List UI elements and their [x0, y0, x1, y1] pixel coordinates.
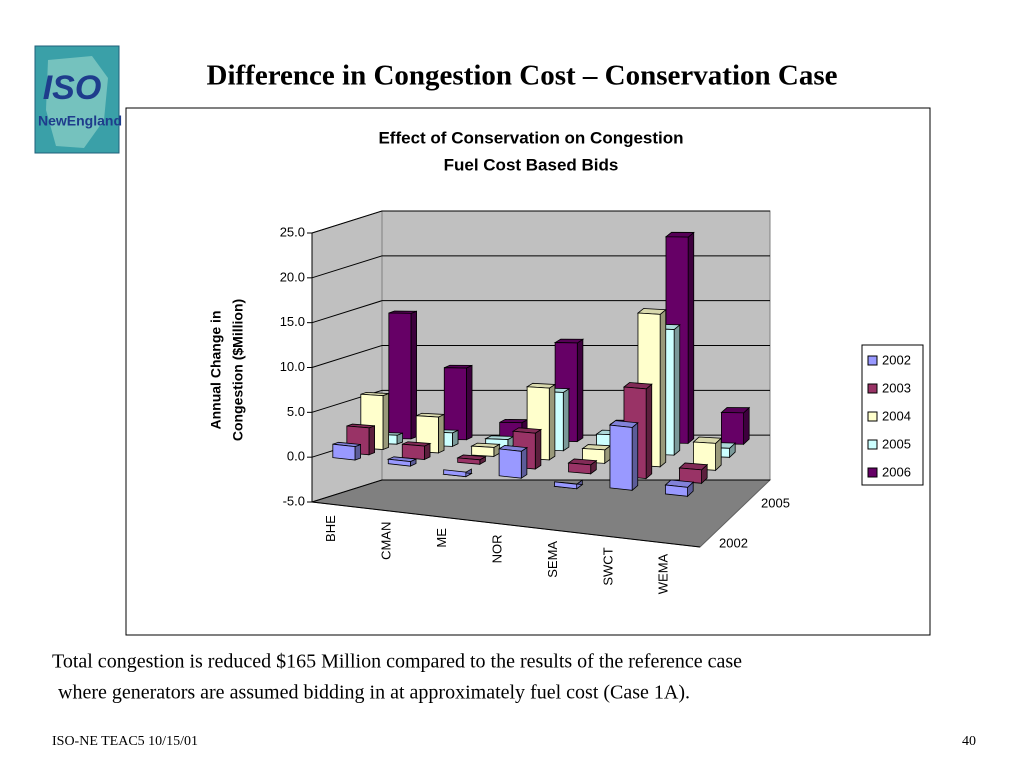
bar — [679, 467, 702, 484]
chart: Effect of Conservation on Congestion Fuel… — [208, 128, 924, 594]
page-number: 40 — [962, 734, 976, 749]
bar-side — [562, 388, 570, 452]
x-axis — [311, 501, 701, 548]
bar — [554, 481, 578, 490]
y-axis-label: Annual Change in — [208, 311, 224, 430]
bar — [665, 484, 688, 497]
grid-line — [311, 300, 770, 324]
y-tick-label: 5.0 — [287, 404, 305, 419]
footer-left: ISO-NE TEAC5 10/15/01 — [52, 734, 198, 749]
bar — [443, 367, 467, 441]
bar-side — [673, 324, 681, 456]
legend-label: 2004 — [882, 408, 911, 423]
logo-subtext: NewEngland — [38, 113, 122, 129]
legend-swatch — [867, 411, 878, 422]
legend-label: 2003 — [882, 380, 911, 395]
bar-side — [576, 338, 584, 443]
bar-side — [354, 443, 362, 461]
y-tick-label: 10.0 — [280, 359, 305, 374]
bar — [471, 445, 495, 457]
bar — [401, 443, 425, 460]
y-tick-label: 20.0 — [280, 269, 305, 284]
grid-line — [311, 210, 770, 234]
logo: ISO NewEngland — [34, 45, 122, 154]
legend-label: 2006 — [882, 464, 911, 479]
bar-side — [534, 428, 542, 470]
bar-top — [720, 407, 751, 414]
bar — [457, 457, 481, 465]
chart-title: Effect of Conservation on Congestion — [378, 128, 683, 147]
bar — [609, 424, 633, 491]
y-tick-label: 25.0 — [280, 224, 305, 239]
legend-swatch — [867, 439, 878, 450]
bar — [498, 448, 522, 479]
bar-side — [520, 446, 528, 479]
y-tick-label: 0.0 — [287, 449, 305, 464]
bar-side — [410, 310, 418, 440]
bar-side — [438, 413, 445, 454]
bar-side — [368, 425, 376, 456]
x-tick-label: SWCT — [600, 547, 615, 585]
bar — [387, 458, 411, 467]
bar — [443, 469, 467, 478]
bar-side — [631, 421, 639, 492]
legend-label: 2002 — [882, 352, 911, 367]
legend-swatch — [867, 467, 878, 478]
bar-side — [659, 308, 667, 468]
bar-side — [382, 392, 390, 451]
legend-swatch — [867, 383, 878, 394]
y-tick-label: 15.0 — [280, 314, 305, 329]
x-tick-label: SEMA — [545, 541, 560, 578]
bar-side — [645, 383, 653, 480]
grid-line — [311, 479, 770, 503]
bar-side — [743, 406, 750, 446]
bar-top — [664, 231, 695, 238]
legend-swatch — [867, 355, 878, 366]
legend-label: 2005 — [882, 436, 911, 451]
bar — [388, 312, 412, 440]
bar — [568, 462, 592, 475]
bar — [693, 441, 716, 471]
caption-line: Total congestion is reduced $165 Million… — [52, 651, 742, 673]
x-tick-label: ME — [434, 528, 449, 548]
y-axis-label: Congestion ($Million) — [230, 299, 246, 441]
grid-line — [311, 255, 770, 279]
bar-side — [687, 231, 695, 445]
x-tick-label: CMAN — [379, 522, 394, 560]
bar-side — [548, 383, 556, 461]
bar — [721, 412, 744, 445]
x-tick-label: WEMA — [656, 553, 671, 594]
logo-text: ISO — [43, 69, 102, 107]
bar-side — [466, 364, 473, 441]
x-tick-label: NOR — [489, 535, 504, 564]
logo-map — [46, 56, 108, 148]
bar — [332, 443, 356, 461]
y-tick-label: -5.0 — [283, 493, 305, 508]
slide-title: Difference in Congestion Cost – Conserva… — [207, 60, 838, 92]
x-tick-label: BHE — [323, 515, 338, 542]
depth-label: 2002 — [719, 536, 748, 551]
chart-title: Fuel Cost Based Bids — [444, 155, 619, 174]
depth-label: 2005 — [761, 496, 790, 511]
caption-line: where generators are assumed bidding in … — [58, 682, 690, 704]
